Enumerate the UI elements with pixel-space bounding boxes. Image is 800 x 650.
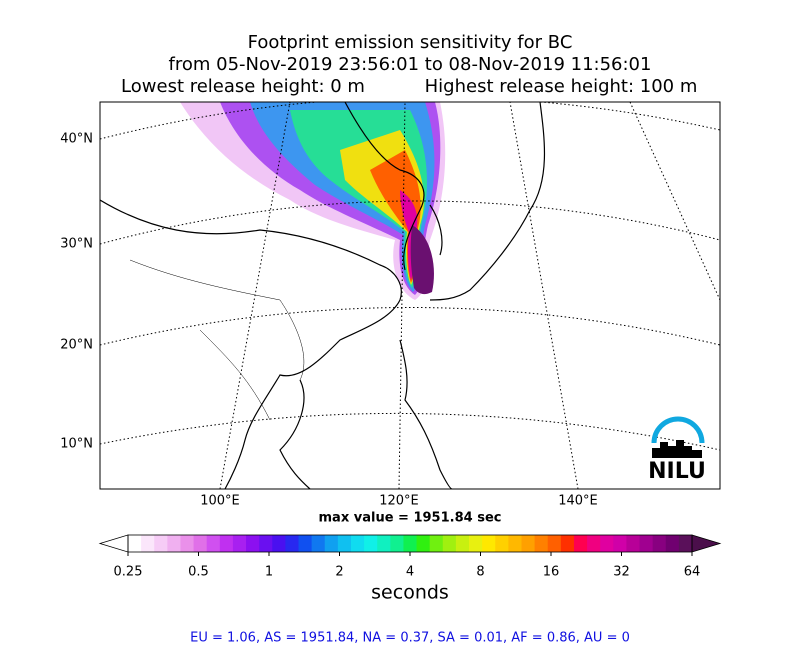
colorbar-segment bbox=[324, 535, 339, 552]
colorbar-segment bbox=[547, 535, 562, 552]
colorbar-over bbox=[691, 534, 722, 553]
colorbar-segment bbox=[534, 535, 549, 552]
colorbar-tick-label: 64 bbox=[684, 565, 701, 580]
colorbar-segment bbox=[206, 535, 221, 552]
colorbar-segment bbox=[259, 535, 273, 552]
title: Footprint emission sensitivity for BC bbox=[248, 32, 573, 53]
colorbar-segment bbox=[652, 535, 667, 552]
lat-label: 30°N bbox=[60, 237, 93, 252]
colorbar-segment bbox=[639, 535, 654, 552]
colorbar-under bbox=[98, 534, 129, 553]
map-frame bbox=[99, 101, 721, 490]
colorbar-segment bbox=[180, 535, 195, 552]
colorbar-segment bbox=[298, 535, 313, 552]
colorbar-segment bbox=[678, 535, 693, 552]
max-value: max value = 1951.84 sec bbox=[319, 511, 502, 526]
colorbar-segment bbox=[482, 535, 496, 552]
colorbar-segment bbox=[626, 535, 641, 552]
plume bbox=[180, 102, 446, 300]
colorbar-tick-label: 8 bbox=[476, 565, 484, 580]
highest-release: Highest release height: 100 m bbox=[425, 76, 698, 97]
colorbar-segment bbox=[403, 535, 418, 552]
footer-stats: EU = 1.06, AS = 1951.84, NA = 0.37, SA =… bbox=[190, 631, 630, 646]
colorbar-segment bbox=[377, 535, 391, 552]
colorbar-segment bbox=[495, 535, 509, 552]
colorbar-tick-label: 4 bbox=[406, 565, 414, 580]
colorbar-tick-label: 2 bbox=[335, 565, 343, 580]
colorbar-segment bbox=[141, 535, 155, 552]
colorbar-segment bbox=[128, 535, 142, 552]
map: NILU bbox=[100, 102, 720, 489]
lon-label: 140°E bbox=[558, 494, 598, 509]
colorbar-segment bbox=[350, 535, 365, 552]
colorbar-tick-label: 0.25 bbox=[114, 565, 143, 580]
logo: NILU bbox=[648, 416, 706, 484]
colorbar-tick-label: 0.5 bbox=[188, 565, 209, 580]
colorbar-segment bbox=[469, 535, 483, 552]
lat-label: 40°N bbox=[60, 132, 93, 147]
colorbar-segment bbox=[285, 535, 300, 552]
lat-label: 20°N bbox=[60, 338, 93, 353]
colorbar-tick-label: 16 bbox=[543, 565, 560, 580]
colorbar-segment bbox=[219, 535, 234, 552]
colorbar-segment bbox=[560, 535, 575, 552]
colorbar-segment bbox=[573, 535, 588, 552]
lon-label: 100°E bbox=[200, 494, 240, 509]
colorbar-segment bbox=[337, 535, 352, 552]
colorbar-segment bbox=[364, 535, 378, 552]
colorbar-segment bbox=[246, 535, 260, 552]
colorbar-segment bbox=[272, 535, 286, 552]
colorbar-segment bbox=[613, 535, 627, 552]
colorbar-segment bbox=[390, 535, 404, 552]
colorbar-segment bbox=[521, 535, 536, 552]
colorbar-segment bbox=[232, 535, 247, 552]
colorbar-segment bbox=[508, 535, 522, 552]
subtitle: from 05-Nov-2019 23:56:01 to 08-Nov-2019… bbox=[169, 54, 652, 75]
colorbar-segment bbox=[600, 535, 614, 552]
colorbar-segment bbox=[429, 535, 444, 552]
lat-label: 10°N bbox=[60, 437, 93, 452]
colorbar-segment bbox=[416, 535, 431, 552]
colorbar-segment bbox=[311, 535, 326, 552]
colorbar-segment bbox=[442, 535, 457, 552]
colorbar: 0.25 0.5 1 2 4 8 16 32 64 bbox=[98, 534, 722, 580]
lon-label: 120°E bbox=[379, 494, 419, 509]
colorbar-segment bbox=[665, 535, 680, 552]
colorbar-segment bbox=[167, 535, 181, 552]
lowest-release: Lowest release height: 0 m bbox=[121, 76, 365, 97]
colorbar-label: seconds bbox=[371, 582, 449, 604]
colorbar-segment bbox=[193, 535, 208, 552]
colorbar-segment bbox=[587, 535, 601, 552]
colorbar-tick-label: 1 bbox=[265, 565, 273, 580]
colorbar-segment bbox=[455, 535, 470, 552]
colorbar-segment bbox=[154, 535, 168, 552]
logo-text: NILU bbox=[648, 459, 706, 484]
colorbar-tick-label: 32 bbox=[613, 565, 630, 580]
